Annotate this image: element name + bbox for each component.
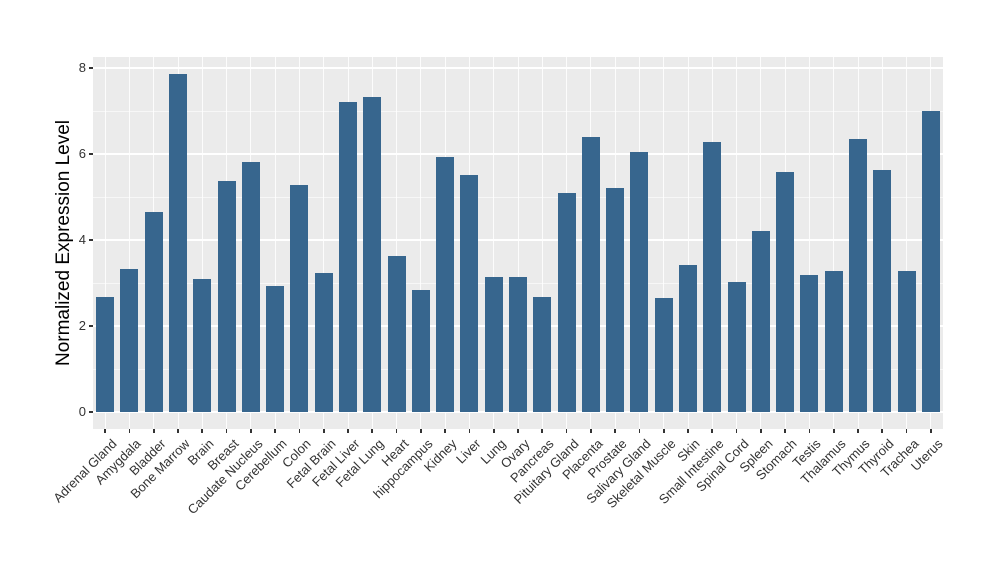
x-tick-mark-lung xyxy=(492,429,495,433)
bar-adrenal-gland xyxy=(96,297,115,412)
x-tick-mark-amygdala xyxy=(128,429,131,433)
x-tick-mark-cerebellum xyxy=(274,429,276,433)
bar-brain xyxy=(193,279,212,412)
gridline-x-spinal-cord xyxy=(736,57,738,429)
gridline-x-fetal-brain xyxy=(323,57,325,429)
x-tick-mark-thalamus xyxy=(832,429,835,433)
bar-prostate xyxy=(606,188,625,412)
bar-thyroid xyxy=(873,169,892,412)
bar-pancreas xyxy=(533,297,552,412)
x-tick-mark-skin xyxy=(687,429,689,433)
gridline-x-skin xyxy=(687,57,689,429)
gridline-x-heart xyxy=(396,57,398,429)
bar-kidney xyxy=(436,156,455,412)
x-tick-mark-fetal-lung xyxy=(371,429,374,433)
gridline-x-cerebellum xyxy=(274,57,276,429)
y-tick-label-6: 6 xyxy=(78,146,86,161)
y-tick-label-4: 4 xyxy=(78,232,86,247)
y-tick-mark-4 xyxy=(88,239,93,241)
bar-thymus xyxy=(849,138,867,412)
bar-breast xyxy=(217,181,236,412)
y-tick-label-0: 0 xyxy=(78,404,86,419)
bar-spleen xyxy=(751,230,770,412)
bar-salivary-gland xyxy=(630,151,649,412)
bar-placenta xyxy=(581,136,600,412)
x-tick-mark-bladder xyxy=(152,429,155,433)
bar-ovary xyxy=(509,276,527,412)
bar-skeletal-muscle xyxy=(654,298,673,412)
gridline-x-trachea xyxy=(906,57,908,429)
x-tick-mark-fetal-liver xyxy=(347,429,349,433)
y-tick-mark-2 xyxy=(88,325,93,327)
bar-testis xyxy=(800,274,819,412)
bar-thalamus xyxy=(824,270,843,412)
bar-fetal-liver xyxy=(339,101,357,412)
bar-skin xyxy=(679,264,697,412)
x-tick-mark-small-intestine xyxy=(711,429,714,433)
x-tick-mark-thyroid xyxy=(881,429,884,433)
bar-caudate-nucleus xyxy=(241,161,260,412)
bar-hippocampus xyxy=(411,290,430,412)
bar-amygdala xyxy=(120,268,139,412)
bar-bone-marrow xyxy=(169,74,187,412)
x-tick-mark-hippocampus xyxy=(420,429,422,433)
x-tick-mark-liver xyxy=(468,429,471,433)
gridline-x-lung xyxy=(493,57,495,429)
y-tick-mark-6 xyxy=(88,153,93,155)
gridline-x-hippocampus xyxy=(420,57,422,429)
y-tick-mark-0 xyxy=(88,411,93,413)
gridline-x-ovary xyxy=(517,57,519,429)
x-tick-mark-colon xyxy=(298,429,301,433)
x-tick-mark-caudate-nucleus xyxy=(250,429,252,433)
x-tick-mark-testis xyxy=(808,429,811,433)
x-tick-mark-trachea xyxy=(905,429,908,433)
bar-fetal-brain xyxy=(314,273,333,412)
x-tick-mark-placenta xyxy=(590,429,592,433)
x-tick-mark-pancreas xyxy=(541,429,544,433)
bar-pituitary-gland xyxy=(557,192,576,412)
gridline-x-thalamus xyxy=(833,57,835,429)
bar-cerebellum xyxy=(266,286,285,412)
bar-heart xyxy=(387,255,406,412)
bar-colon xyxy=(290,184,309,412)
bar-liver xyxy=(460,174,479,412)
x-tick-mark-adrenal-gland xyxy=(104,429,106,433)
bar-stomach xyxy=(776,172,795,412)
x-tick-mark-kidney xyxy=(444,429,446,433)
y-tick-label-8: 8 xyxy=(78,60,86,75)
gridline-x-amygdala xyxy=(128,57,130,429)
bar-small-intestine xyxy=(703,141,722,412)
x-tick-mark-bone-marrow xyxy=(177,429,179,433)
x-tick-mark-stomach xyxy=(784,429,786,433)
x-tick-mark-skeletal-muscle xyxy=(662,429,665,433)
x-tick-mark-thymus xyxy=(857,429,859,433)
gridline-x-brain xyxy=(201,57,203,429)
x-tick-mark-spleen xyxy=(760,429,762,433)
bar-trachea xyxy=(897,270,916,412)
x-tick-mark-breast xyxy=(225,429,228,433)
bar-spinal-cord xyxy=(727,282,746,412)
x-tick-mark-prostate xyxy=(614,429,616,433)
x-tick-mark-spinal-cord xyxy=(735,429,738,433)
x-tick-mark-salivary-gland xyxy=(638,429,641,433)
x-tick-mark-heart xyxy=(395,429,398,433)
x-tick-mark-uterus xyxy=(930,429,932,433)
x-tick-mark-fetal-brain xyxy=(322,429,325,433)
gridline-x-skeletal-muscle xyxy=(663,57,665,429)
bar-fetal-lung xyxy=(363,97,382,412)
x-tick-mark-pituitary-gland xyxy=(565,429,568,433)
gridline-x-adrenal-gland xyxy=(104,57,106,429)
y-tick-mark-8 xyxy=(88,67,93,69)
y-tick-label-2: 2 xyxy=(78,318,86,333)
x-tick-mark-ovary xyxy=(517,429,519,433)
bar-lung xyxy=(484,276,503,412)
x-tick-mark-brain xyxy=(201,429,204,433)
gridline-x-testis xyxy=(808,57,810,429)
gridline-x-pancreas xyxy=(541,57,543,429)
bar-bladder xyxy=(144,211,163,412)
plot-panel xyxy=(93,57,943,429)
bar-uterus xyxy=(921,111,940,412)
